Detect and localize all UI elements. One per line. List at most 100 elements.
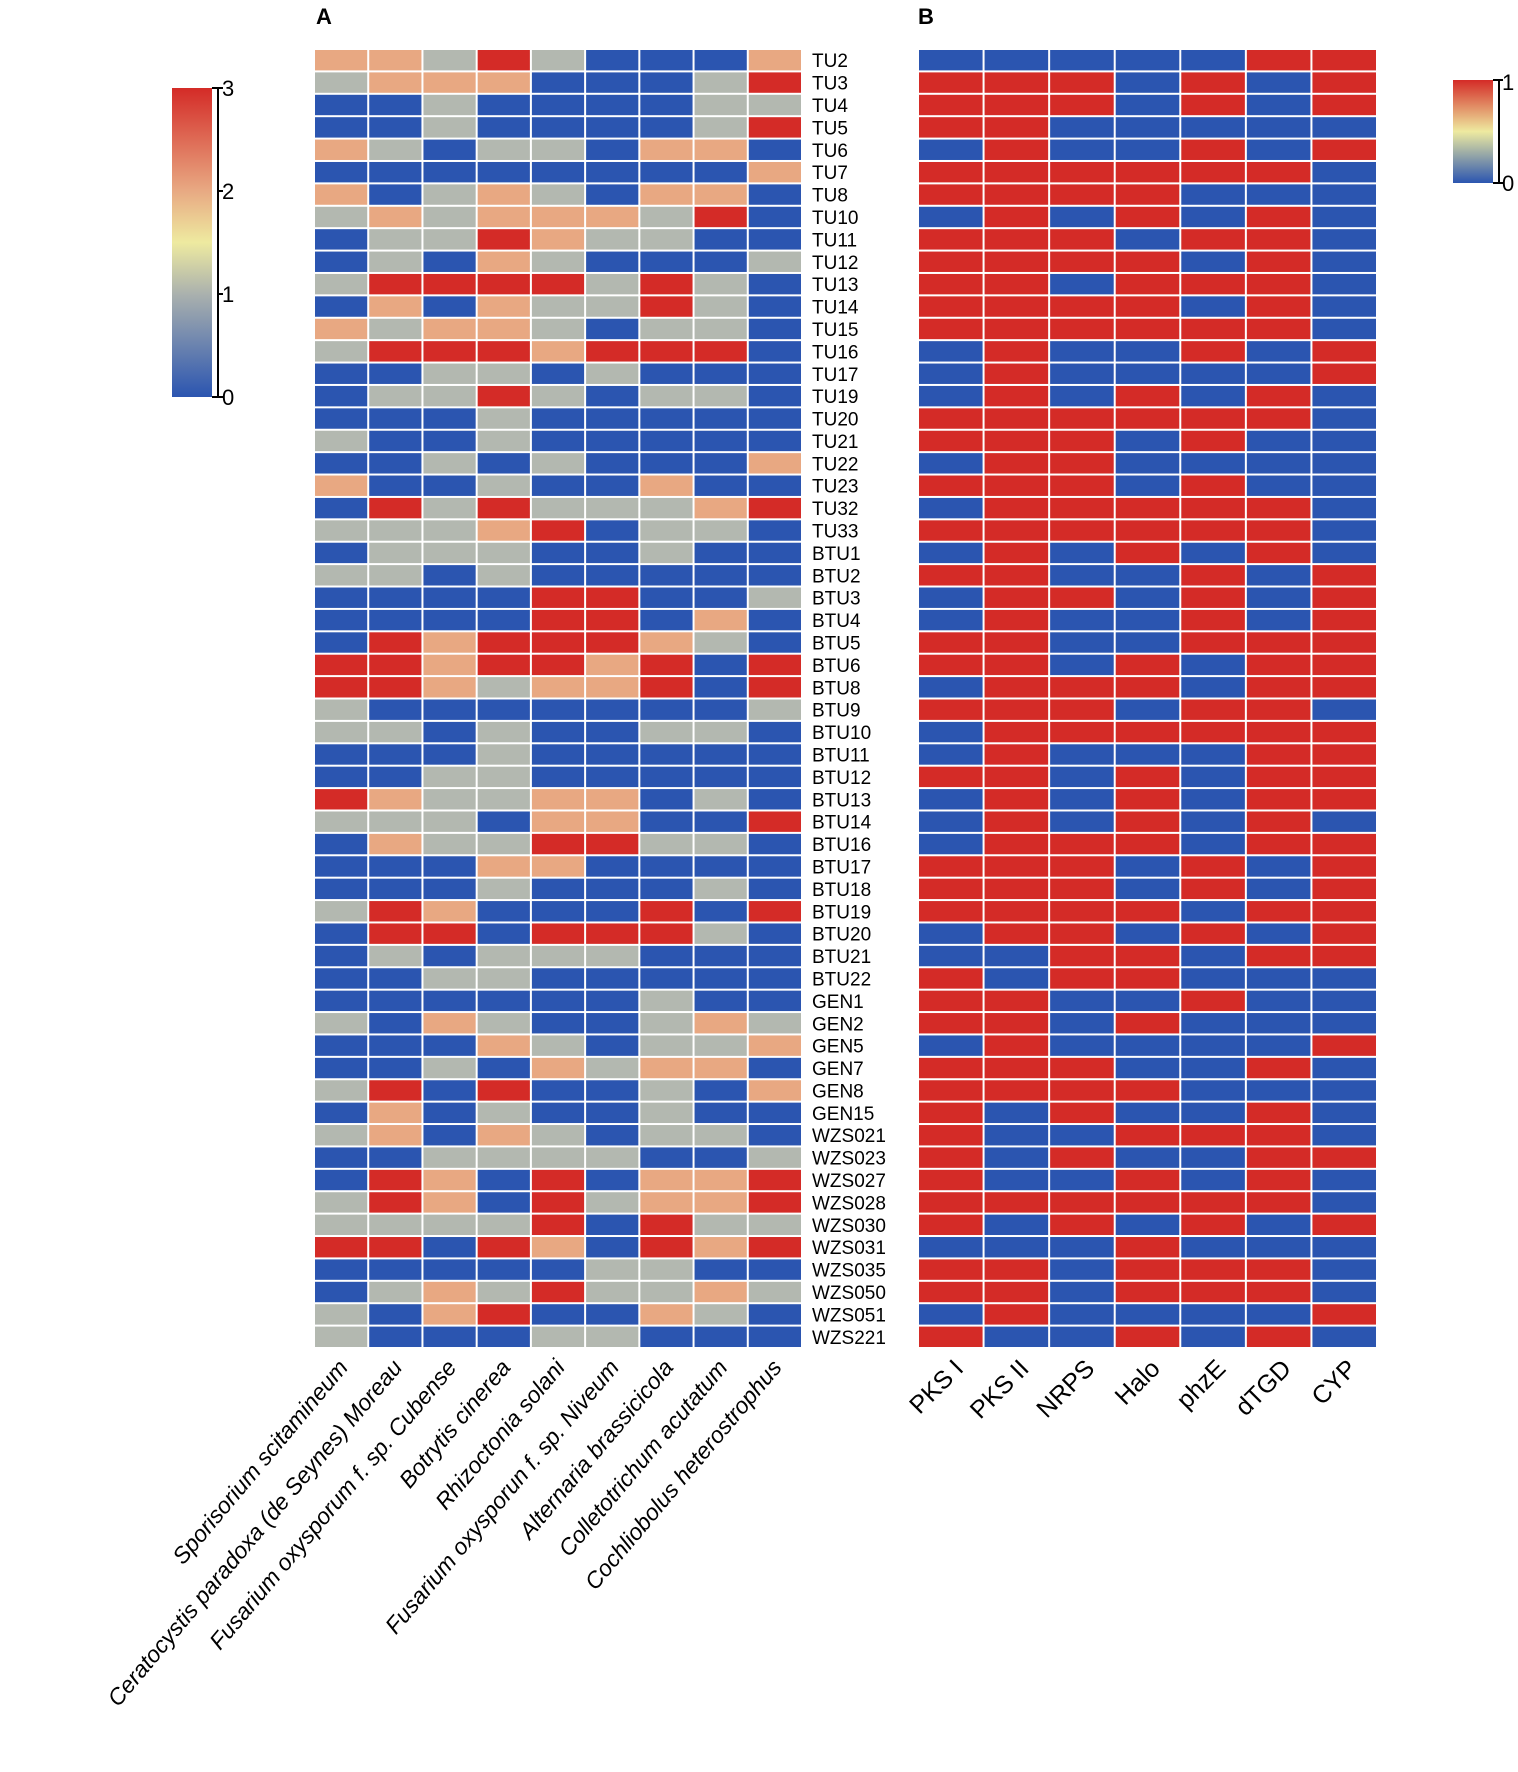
heatmap-b-cell-WZS028-5: [1246, 1192, 1311, 1213]
heatmap-b-cell-TU16-6: [1312, 341, 1376, 362]
heatmap-a-cell-WZS028-2: [423, 1192, 476, 1213]
heatmap-a-cell-WZS035-5: [586, 1259, 639, 1280]
heatmap-b-cell-WZS031-3: [1115, 1237, 1180, 1258]
heatmap-a-cell-BTU1-2: [423, 542, 476, 564]
heatmap-a-cell-BTU13-1: [369, 789, 422, 810]
heatmap-b-cell-TU10-1: [984, 206, 1049, 228]
row-label: BTU19: [812, 902, 871, 923]
row-label: TU5: [812, 118, 848, 139]
heatmap-b-cell-BTU18-3: [1115, 878, 1180, 900]
heatmap-b-cell-WZS051-2: [1050, 1304, 1114, 1325]
heatmap-b-cell-BTU21-0: [919, 945, 983, 967]
heatmap-b-cell-BTU12-3: [1115, 766, 1180, 788]
heatmap-a-cell-WZS051-2: [423, 1304, 476, 1325]
heatmap-b-cell-BTU2-0: [919, 565, 983, 586]
heatmap-b-cell-TU11-4: [1181, 229, 1245, 250]
row-label: TU11: [812, 230, 857, 251]
heatmap-b-cell-TU33-4: [1181, 520, 1245, 541]
heatmap-a-cell-TU4-8: [748, 94, 801, 116]
column-label-b: Halo: [1110, 1354, 1166, 1410]
heatmap-b-cell-TU10-4: [1181, 206, 1245, 228]
heatmap-b-cell-WZS051-6: [1312, 1304, 1376, 1325]
heatmap-b-cell-BTU1-6: [1312, 542, 1376, 564]
row-label: WZS021: [812, 1126, 886, 1147]
heatmap-a-cell-WZS021-0: [315, 1125, 368, 1146]
heatmap-b-cell-TU2-5: [1246, 50, 1311, 71]
heatmap-a-cell-TU33-3: [477, 520, 530, 541]
heatmap-b-cell-BTU16-6: [1312, 833, 1376, 855]
heatmap-a-cell-TU23-2: [423, 475, 476, 496]
row-label: GEN15: [812, 1104, 874, 1125]
heatmap-a-cell-GEN2-4: [531, 1013, 585, 1034]
heatmap-b-cell-BTU11-5: [1246, 744, 1311, 765]
heatmap-b-cell-WZS028-2: [1050, 1192, 1114, 1213]
heatmap-b-cell-TU22-4: [1181, 453, 1245, 474]
heatmap-a-cell-GEN8-0: [315, 1080, 368, 1101]
heatmap-a-cell-GEN7-2: [423, 1057, 476, 1079]
heatmap-a-cell-TU13-2: [423, 273, 476, 295]
heatmap-a-cell-BTU14-8: [748, 811, 801, 832]
heatmap-a-cell-WZS221-8: [748, 1326, 801, 1347]
heatmap-a-cell-WZS031-3: [477, 1237, 530, 1258]
heatmap-a-cell-BTU19-3: [477, 901, 530, 922]
row-label: TU17: [812, 365, 858, 386]
heatmap-a-cell-BTU13-7: [694, 789, 747, 810]
heatmap-b-cell-TU6-2: [1050, 139, 1114, 160]
heatmap-a-cell-TU4-5: [586, 94, 639, 116]
heatmap-a-cell-WZS051-4: [531, 1304, 585, 1325]
heatmap-a-cell-TU12-7: [694, 251, 747, 272]
heatmap-b-cell-BTU17-6: [1312, 856, 1376, 877]
heatmap-a-cell-BTU9-2: [423, 699, 476, 720]
heatmap-a-cell-BTU21-6: [640, 945, 693, 967]
heatmap-b-cell-GEN2-2: [1050, 1013, 1114, 1034]
heatmap-a-cell-TU20-7: [694, 408, 747, 429]
heatmap-a-cell-BTU16-8: [748, 833, 801, 855]
heatmap-a-cell-WZS023-7: [694, 1147, 747, 1168]
heatmap-b-cell-BTU8-3: [1115, 677, 1180, 698]
heatmap-a-cell-BTU3-0: [315, 587, 368, 608]
heatmap-a-cell-GEN15-7: [694, 1102, 747, 1124]
heatmap-b-cell-BTU16-2: [1050, 833, 1114, 855]
heatmap-b-cell-BTU21-3: [1115, 945, 1180, 967]
heatmap-b-cell-BTU4-0: [919, 609, 983, 631]
heatmap-a-cell-TU11-0: [315, 229, 368, 250]
heatmap-a-cell-GEN2-1: [369, 1013, 422, 1034]
heatmap-a-cell-BTU22-1: [369, 968, 422, 989]
heatmap-b-cell-TU19-3: [1115, 385, 1180, 407]
heatmap-a-cell-TU13-8: [748, 273, 801, 295]
heatmap-a-cell-TU6-6: [640, 139, 693, 160]
heatmap-b-cell-BTU16-0: [919, 833, 983, 855]
heatmap-b-cell-WZS023-6: [1312, 1147, 1376, 1168]
heatmap-a-cell-WZS027-1: [369, 1169, 422, 1191]
heatmap-b-cell-TU8-4: [1181, 184, 1245, 205]
heatmap-a-cell-TU33-5: [586, 520, 639, 541]
heatmap-b-cell-BTU13-5: [1246, 789, 1311, 810]
heatmap-a-cell-TU3-6: [640, 72, 693, 93]
heatmap-b-cell-BTU2-5: [1246, 565, 1311, 586]
heatmap-b-cell-GEN15-2: [1050, 1102, 1114, 1124]
row-label: BTU13: [812, 790, 871, 811]
heatmap-a-cell-TU21-3: [477, 430, 530, 452]
heatmap-b-cell-TU19-2: [1050, 385, 1114, 407]
heatmap-a-cell-BTU10-1: [369, 721, 422, 743]
heatmap-b-cell-BTU8-2: [1050, 677, 1114, 698]
heatmap-a-cell-BTU5-8: [748, 632, 801, 653]
heatmap-a-cell-TU4-1: [369, 94, 422, 116]
heatmap-a-cell-BTU20-6: [640, 923, 693, 944]
row-label: WZS027: [812, 1171, 886, 1192]
heatmap-a-cell-WZS050-6: [640, 1281, 693, 1303]
heatmap-b-cell-BTU18-4: [1181, 878, 1245, 900]
heatmap-b-cell-GEN1-3: [1115, 990, 1180, 1012]
heatmap-a-cell-BTU17-8: [748, 856, 801, 877]
heatmap-a-cell-GEN5-6: [640, 1035, 693, 1056]
heatmap-a-cell-TU17-3: [477, 363, 530, 384]
heatmap-a-cell-TU23-5: [586, 475, 639, 496]
heatmap-b-cell-BTU2-3: [1115, 565, 1180, 586]
heatmap-a-cell-GEN5-5: [586, 1035, 639, 1056]
heatmap-b-cell-WZS030-3: [1115, 1214, 1180, 1236]
heatmap-a-cell-WZS035-8: [748, 1259, 801, 1280]
heatmap-a-cell-TU23-0: [315, 475, 368, 496]
heatmap-b-cell-TU14-5: [1246, 296, 1311, 317]
heatmap-a-cell-GEN15-6: [640, 1102, 693, 1124]
